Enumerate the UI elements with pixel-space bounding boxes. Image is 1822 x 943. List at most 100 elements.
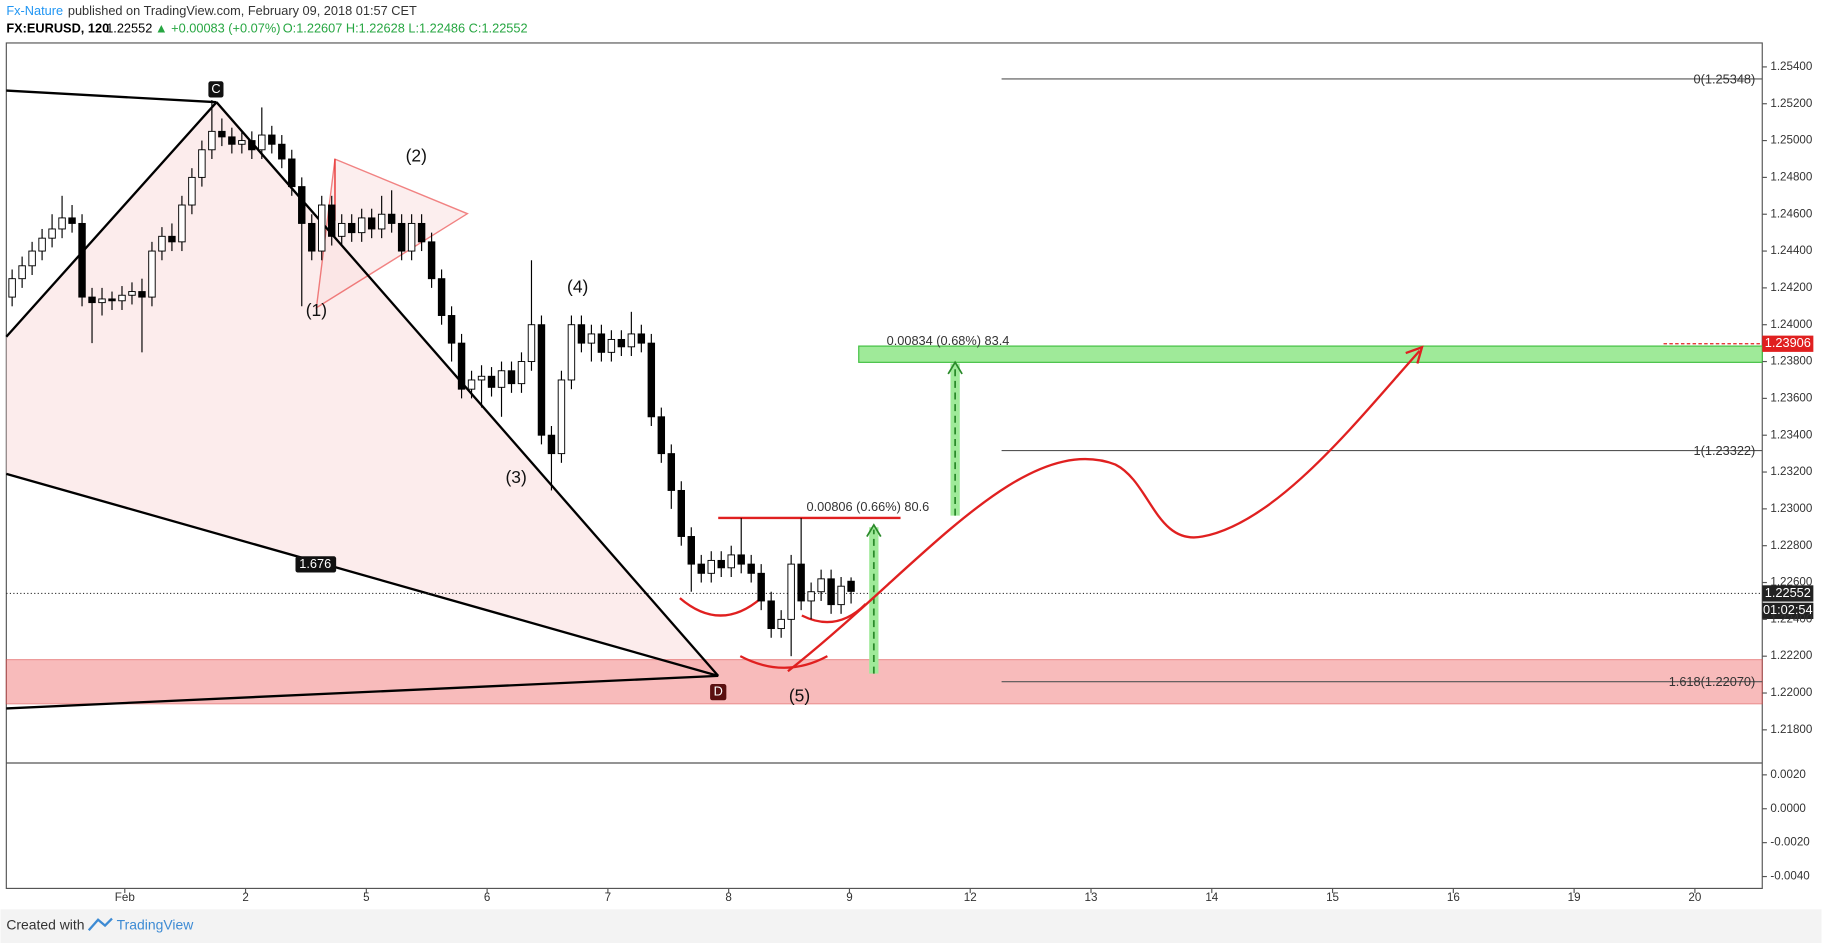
candle-body — [58, 217, 66, 230]
range-up: 0.00834 (0.68%) 83.4 — [887, 333, 1010, 348]
candle-body — [727, 554, 735, 569]
candle-body — [657, 416, 666, 455]
x-tick-label: 9 — [846, 891, 852, 904]
candle-body — [98, 298, 106, 304]
candle-body — [387, 213, 396, 224]
candle-body — [138, 291, 146, 298]
candle-body — [48, 228, 56, 239]
range-low: 0.00806 (0.66%) 80.6 — [806, 499, 929, 514]
candle-body — [547, 434, 556, 455]
wave-4: (4) — [567, 277, 588, 297]
candle-body — [637, 333, 646, 344]
candle-body — [198, 149, 206, 178]
ohlc: O:1.22607 H:1.22628 L:1.22486 C:1.22552 — [283, 20, 528, 35]
candle-body — [797, 563, 805, 602]
author[interactable]: Fx-Nature — [6, 3, 63, 18]
candle-body — [278, 143, 286, 160]
candle-body — [377, 213, 386, 230]
candle-body — [367, 217, 376, 230]
footer-brand[interactable]: TradingView — [117, 916, 195, 932]
candle-body — [228, 136, 236, 145]
y-tick-label: 1.23000 — [1770, 502, 1812, 515]
candle-body — [258, 134, 266, 151]
x-tick-label: 20 — [1688, 891, 1701, 904]
candle-body — [537, 324, 546, 436]
label-c: C — [211, 81, 220, 96]
candle-body — [457, 342, 466, 390]
candle-body — [118, 294, 126, 302]
candle-body — [667, 453, 676, 491]
candle-body — [128, 291, 136, 296]
candle-body — [108, 298, 116, 302]
y-tick-label: 1.24600 — [1770, 207, 1812, 220]
candle-body — [347, 222, 356, 234]
y-tick-label: 1.22600 — [1770, 576, 1812, 589]
y2-tick-label: -0.0020 — [1770, 836, 1809, 849]
candle-body — [188, 176, 196, 206]
candle-body — [298, 186, 306, 224]
candle-body — [507, 370, 516, 385]
x-tick-label: 16 — [1447, 891, 1460, 904]
y-tick-label: 1.22400 — [1770, 612, 1812, 625]
candle-body — [477, 375, 486, 381]
y-tick-label: 1.25000 — [1770, 134, 1812, 147]
candle-body — [687, 536, 695, 565]
candle-body — [407, 222, 416, 252]
target-tag: 1.23906 — [1765, 335, 1811, 350]
footer-created: Created with — [6, 916, 84, 932]
candle-body — [487, 375, 496, 388]
fib-1: 1(1.23322) — [1694, 443, 1756, 458]
candle-body — [18, 265, 26, 280]
y-tick-label: 1.24800 — [1770, 170, 1812, 183]
candle-body — [707, 559, 715, 574]
candle-body — [148, 250, 156, 298]
ratio-label: 1.676 — [299, 556, 331, 571]
candle-body — [767, 600, 775, 630]
published: published on TradingView.com, February 0… — [68, 3, 417, 18]
candle-body — [417, 222, 426, 243]
change: ▲ +0.00083 (+0.07%) — [155, 20, 280, 35]
candle-body — [807, 591, 815, 602]
y2-tick-label: -0.0040 — [1770, 870, 1809, 883]
candle-body — [397, 222, 406, 252]
candle-body — [208, 130, 216, 151]
candle-body — [517, 361, 526, 385]
candle-body — [78, 222, 86, 298]
candle-body — [597, 333, 606, 353]
last-price: 1.22552 — [106, 20, 152, 35]
x-tick-label: 8 — [725, 891, 731, 904]
x-tick-label: 15 — [1326, 891, 1339, 904]
candle-body — [357, 217, 366, 234]
y-tick-label: 1.24400 — [1770, 244, 1812, 257]
candle-body — [757, 572, 765, 602]
y-tick-label: 1.23600 — [1770, 391, 1812, 404]
candle-body — [577, 324, 586, 344]
y-tick-label: 1.24000 — [1770, 318, 1812, 331]
candle-body — [437, 278, 446, 316]
candle-body — [617, 338, 626, 348]
fib-1618: 1.618(1.22070) — [1669, 674, 1756, 689]
candle-body — [817, 578, 825, 593]
candle-body — [527, 324, 536, 363]
x-tick-label: Feb — [115, 891, 135, 904]
x-tick-label: 14 — [1205, 891, 1218, 904]
candle-body — [587, 333, 596, 344]
y-tick-label: 1.25400 — [1770, 60, 1812, 73]
x-tick-label: 12 — [964, 891, 977, 904]
fib-0: 0(1.25348) — [1694, 72, 1756, 87]
y-tick-label: 1.25200 — [1770, 97, 1812, 110]
label-d: D — [714, 684, 723, 699]
footer-bar — [0, 909, 1822, 943]
candle-body — [447, 315, 456, 344]
candle-body — [467, 379, 476, 390]
candle-body — [787, 563, 795, 620]
x-tick-label: 6 — [484, 891, 490, 904]
candle-body — [38, 237, 46, 252]
candle-body — [248, 140, 256, 151]
candle-body — [318, 204, 326, 252]
x-tick-label: 7 — [605, 891, 611, 904]
candle-body — [497, 370, 506, 388]
y-tick-label: 1.22800 — [1770, 539, 1812, 552]
candle-body — [158, 235, 166, 252]
